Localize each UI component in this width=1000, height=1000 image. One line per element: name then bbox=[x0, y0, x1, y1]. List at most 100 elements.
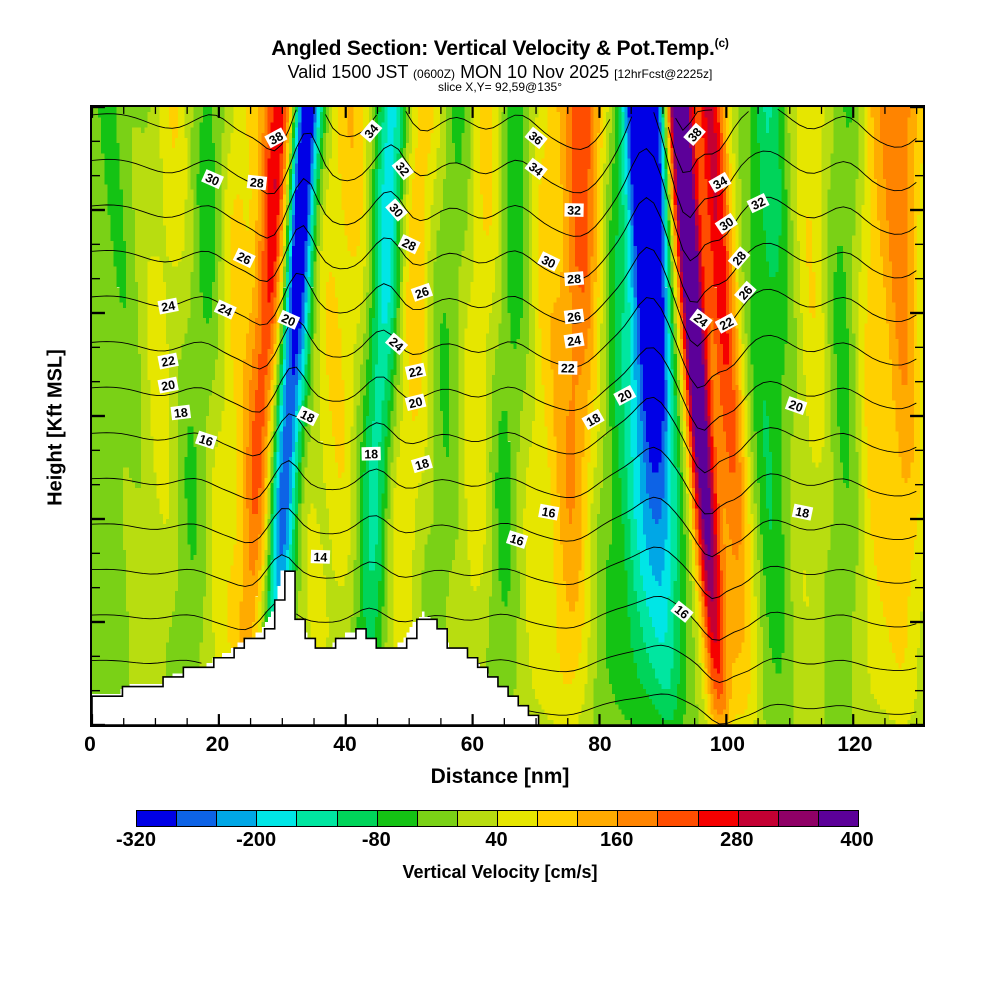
svg-text:32: 32 bbox=[567, 203, 581, 217]
colorbar-band-8 bbox=[457, 811, 498, 826]
colorbar-band-15 bbox=[738, 811, 779, 826]
contour-label-34-13: 34 bbox=[359, 119, 383, 143]
svg-text:26: 26 bbox=[413, 284, 431, 302]
title-text: Angled Section: Vertical Velocity & Pot.… bbox=[271, 37, 715, 60]
colorbar-band-17 bbox=[818, 811, 858, 826]
contour-label-16-23: 16 bbox=[505, 530, 529, 549]
svg-text:22: 22 bbox=[160, 353, 176, 369]
svg-text:22: 22 bbox=[407, 364, 424, 381]
contour-label-14-12: 14 bbox=[310, 549, 331, 565]
svg-text:24: 24 bbox=[566, 333, 582, 349]
colorbar-tick--200: -200 bbox=[236, 829, 277, 851]
x-tick-100: 100 bbox=[709, 733, 745, 756]
contour-label-24-18: 24 bbox=[384, 332, 409, 356]
svg-text:24: 24 bbox=[691, 311, 711, 331]
cross-section-plot: 24 22 20 18 16 24 26 28 30 38 20 18 14 34 32 30 28 26 24 22… bbox=[90, 105, 925, 727]
contour-label-28-39: 28 bbox=[727, 246, 751, 270]
contour-label-22-31: 22 bbox=[558, 361, 578, 376]
contour-label-38-35: 38 bbox=[683, 122, 706, 146]
colorbar-label: Vertical Velocity [cm/s] bbox=[402, 862, 598, 882]
contour-label-24-0: 24 bbox=[157, 297, 179, 315]
svg-text:16: 16 bbox=[197, 432, 215, 450]
colorbar-band-7 bbox=[417, 811, 458, 826]
svg-text:26: 26 bbox=[566, 309, 582, 325]
terrain-mask bbox=[92, 570, 923, 725]
contour-label-18-3: 18 bbox=[170, 404, 192, 421]
contour-label-18-33: 18 bbox=[581, 408, 605, 430]
svg-text:24: 24 bbox=[216, 301, 234, 320]
contour-label-22-19: 22 bbox=[404, 362, 427, 381]
svg-text:18: 18 bbox=[364, 447, 378, 461]
contour-label-18-11: 18 bbox=[296, 405, 320, 427]
colorbar-tick-160: 160 bbox=[599, 829, 634, 851]
svg-text:20: 20 bbox=[787, 397, 805, 415]
svg-text:38: 38 bbox=[267, 129, 286, 148]
svg-text:24: 24 bbox=[160, 298, 176, 314]
contour-label-26-40: 26 bbox=[733, 280, 757, 304]
x-tick-80: 80 bbox=[588, 733, 612, 756]
colorbar-tick-40: 40 bbox=[485, 829, 508, 851]
axis-tick-marks bbox=[92, 107, 923, 725]
subtitle-slice: slice X,Y= 92,59@135° bbox=[437, 80, 563, 94]
svg-text:22: 22 bbox=[561, 361, 575, 375]
x-tick-120: 120 bbox=[837, 733, 873, 756]
y-axis-label: Height [Kft MSL] bbox=[44, 349, 67, 506]
svg-text:30: 30 bbox=[539, 253, 558, 272]
contour-label-24-5: 24 bbox=[213, 299, 237, 320]
contour-label-24-30: 24 bbox=[563, 332, 585, 349]
contour-label-16-45: 16 bbox=[670, 600, 694, 623]
contour-label-26-6: 26 bbox=[232, 247, 256, 269]
contour-label-32-14: 32 bbox=[391, 157, 415, 181]
svg-text:14: 14 bbox=[313, 550, 327, 564]
x-tick-60: 60 bbox=[460, 733, 485, 756]
contour-label-26-29: 26 bbox=[563, 308, 585, 325]
contour-label-28-16: 28 bbox=[397, 234, 421, 255]
colorbar-band-2 bbox=[217, 811, 258, 826]
contour-label-28-7: 28 bbox=[246, 174, 268, 191]
contour-label-30-27: 30 bbox=[537, 251, 561, 272]
contour-label-18-44: 18 bbox=[791, 503, 814, 521]
contour-label-26-17: 26 bbox=[410, 282, 434, 302]
svg-text:30: 30 bbox=[203, 170, 221, 188]
contour-label-20-20: 20 bbox=[404, 393, 427, 411]
contour-label-22-42: 22 bbox=[714, 312, 738, 334]
svg-text:18: 18 bbox=[584, 410, 603, 429]
svg-text:20: 20 bbox=[160, 377, 176, 393]
colorbar bbox=[136, 810, 859, 827]
contour-label-16-4: 16 bbox=[194, 430, 218, 450]
svg-text:22: 22 bbox=[717, 314, 736, 333]
contour-label-38-9: 38 bbox=[264, 127, 288, 149]
colorbar-band-11 bbox=[578, 811, 619, 826]
colorbar-band-16 bbox=[778, 811, 819, 826]
svg-text:28: 28 bbox=[249, 175, 264, 190]
svg-text:18: 18 bbox=[173, 405, 189, 421]
contour-label-30-38: 30 bbox=[714, 212, 738, 235]
colorbar-tick--80: -80 bbox=[361, 829, 391, 851]
theta-contour-labels: 24 22 20 18 16 24 26 28 30 38 20 18 14 34 32 30 28 26 24 22… bbox=[157, 119, 814, 623]
colorbar-tick-280: 280 bbox=[720, 829, 754, 851]
svg-text:18: 18 bbox=[413, 456, 430, 473]
colorbar-band-6 bbox=[377, 811, 418, 826]
svg-text:16: 16 bbox=[508, 531, 525, 549]
svg-text:34: 34 bbox=[526, 160, 546, 180]
svg-text:16: 16 bbox=[541, 505, 557, 521]
velocity-shading bbox=[92, 107, 923, 725]
svg-text:26: 26 bbox=[235, 249, 254, 268]
svg-text:20: 20 bbox=[279, 311, 297, 329]
svg-text:30: 30 bbox=[717, 215, 736, 234]
colorbar-band-1 bbox=[177, 811, 218, 826]
contour-label-34-36: 34 bbox=[708, 171, 732, 194]
svg-text:20: 20 bbox=[407, 394, 424, 411]
svg-text:20: 20 bbox=[616, 386, 635, 405]
colorbar-tick-400: 400 bbox=[840, 829, 874, 851]
colorbar-band-5 bbox=[337, 811, 378, 826]
contour-label-20-2: 20 bbox=[157, 376, 179, 394]
contour-label-20-32: 20 bbox=[613, 384, 637, 406]
x-tick-40: 40 bbox=[333, 733, 357, 756]
contour-label-34-25: 34 bbox=[524, 157, 548, 180]
forecast-stamp: [12hrFcst@2225z] bbox=[614, 67, 713, 81]
contour-label-36-24: 36 bbox=[524, 126, 548, 150]
contour-label-30-15: 30 bbox=[385, 198, 408, 222]
svg-text:34: 34 bbox=[711, 173, 730, 192]
